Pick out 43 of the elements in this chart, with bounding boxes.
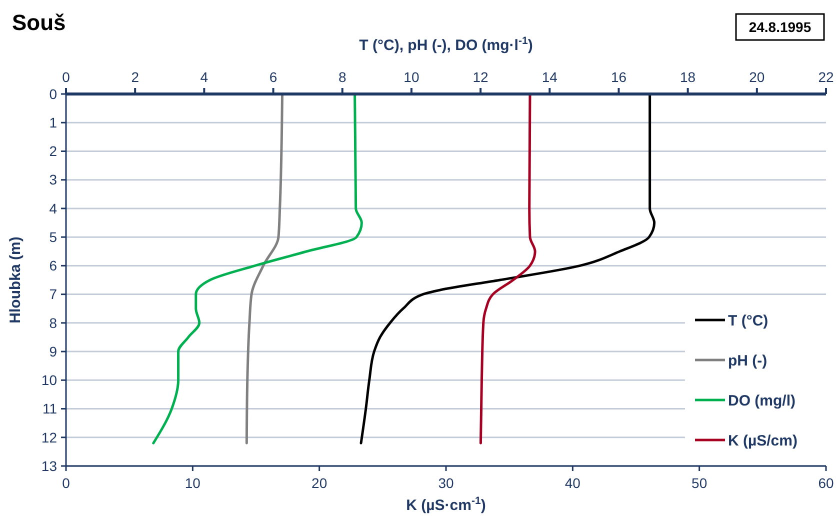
y-tick-label: 11 <box>42 400 58 417</box>
y-tick-label: 1 <box>49 114 58 131</box>
x2-tick-label: 0 <box>62 69 70 85</box>
x-tick-label: 60 <box>818 475 834 491</box>
y-tick-label: 3 <box>49 172 58 188</box>
x-tick-label: 30 <box>438 475 454 491</box>
y-tick-label: 8 <box>49 314 58 331</box>
legend-label: K (µS/cm) <box>728 432 798 450</box>
x-tick-label: 40 <box>564 475 581 491</box>
y-tick-label: 7 <box>49 286 58 302</box>
x2-tick-label: 12 <box>472 69 489 85</box>
text: 24.8.1995 <box>748 19 812 35</box>
legend-label: DO (mg/l) <box>728 392 796 410</box>
x2-tick-label: 2 <box>131 69 140 85</box>
x2-tick-label: 18 <box>680 69 696 85</box>
x2-tick-label: 14 <box>542 69 558 85</box>
y-tick-label: 9 <box>49 343 58 360</box>
x-tick-label: 50 <box>692 475 708 491</box>
y-tick-label: 2 <box>49 143 58 160</box>
x2-axis-title: T (°C), pH (-), DO (mg·l$^{-1}$) <box>359 35 533 54</box>
y-tick-label: 4 <box>49 200 58 216</box>
y-tick-label: 5 <box>49 228 58 245</box>
y-axis-title: Hloubka (m) <box>7 236 24 324</box>
x-tick-label: 0 <box>62 475 70 491</box>
x2-tick-label: 20 <box>749 69 765 85</box>
x2-tick-label: 22 <box>818 69 834 85</box>
x2-tick-label: 6 <box>269 69 278 85</box>
x-tick-label: 10 <box>184 475 201 491</box>
x-tick-label: 20 <box>312 475 328 491</box>
x2-tick-label: 4 <box>200 69 208 85</box>
y-tick-label: 6 <box>49 258 58 274</box>
y-tick-label: 0 <box>49 86 58 102</box>
x-axis-title: K (µS·cm$^{-1}$) <box>406 495 486 514</box>
legend-label: pH (-) <box>728 352 768 370</box>
line-series <box>479 92 536 444</box>
x2-tick-label: 16 <box>610 69 627 85</box>
legend-label: T (°C) <box>728 312 768 330</box>
y-tick-label: 13 <box>41 458 58 474</box>
x2-tick-label: 10 <box>404 69 420 85</box>
y-tick-label: 10 <box>41 372 58 388</box>
chart-title: Souš <box>12 10 66 35</box>
y-tick-label: 12 <box>41 429 58 446</box>
x2-tick-label: 8 <box>338 69 346 85</box>
